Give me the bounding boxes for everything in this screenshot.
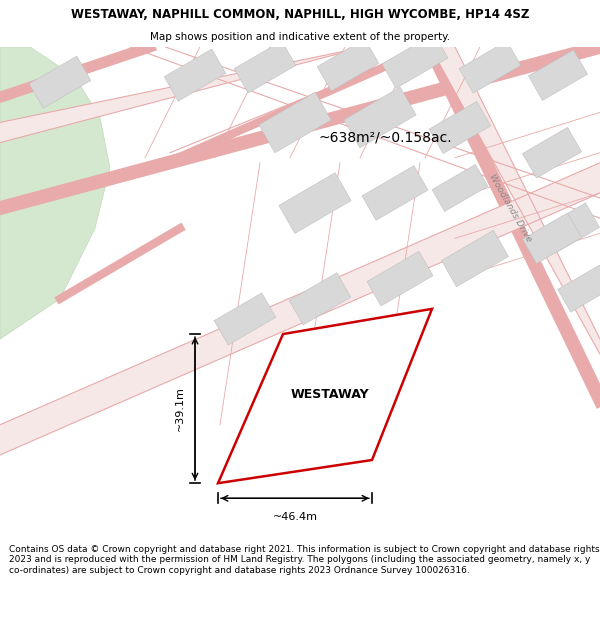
Polygon shape — [0, 47, 365, 142]
Polygon shape — [0, 47, 110, 339]
Polygon shape — [523, 127, 581, 178]
Polygon shape — [442, 230, 508, 287]
Polygon shape — [541, 203, 599, 254]
Polygon shape — [289, 272, 351, 325]
Text: Woodlands Drive: Woodlands Drive — [487, 173, 533, 244]
Text: ~46.4m: ~46.4m — [272, 512, 317, 522]
Text: WESTAWAY: WESTAWAY — [290, 388, 370, 401]
Polygon shape — [234, 41, 296, 93]
Polygon shape — [529, 50, 587, 101]
Polygon shape — [362, 166, 428, 221]
Polygon shape — [459, 41, 521, 93]
Polygon shape — [344, 87, 416, 148]
Polygon shape — [214, 293, 276, 345]
Polygon shape — [317, 39, 379, 91]
Polygon shape — [523, 213, 581, 264]
Text: ~39.1m: ~39.1m — [175, 386, 185, 431]
Polygon shape — [367, 251, 433, 306]
Polygon shape — [0, 162, 600, 455]
Text: Contains OS data © Crown copyright and database right 2021. This information is : Contains OS data © Crown copyright and d… — [9, 545, 599, 574]
Text: Map shows position and indicative extent of the property.: Map shows position and indicative extent… — [150, 31, 450, 41]
Polygon shape — [382, 34, 448, 88]
Polygon shape — [432, 164, 488, 211]
Text: WESTAWAY, NAPHILL COMMON, NAPHILL, HIGH WYCOMBE, HP14 4SZ: WESTAWAY, NAPHILL COMMON, NAPHILL, HIGH … — [71, 8, 529, 21]
Polygon shape — [164, 49, 226, 101]
Polygon shape — [29, 56, 91, 108]
Polygon shape — [279, 173, 351, 233]
Polygon shape — [259, 92, 331, 152]
Polygon shape — [558, 265, 600, 312]
Polygon shape — [430, 47, 600, 354]
Polygon shape — [218, 309, 432, 483]
Text: ~638m²/~0.158ac.: ~638m²/~0.158ac. — [318, 131, 452, 144]
Polygon shape — [429, 101, 491, 154]
